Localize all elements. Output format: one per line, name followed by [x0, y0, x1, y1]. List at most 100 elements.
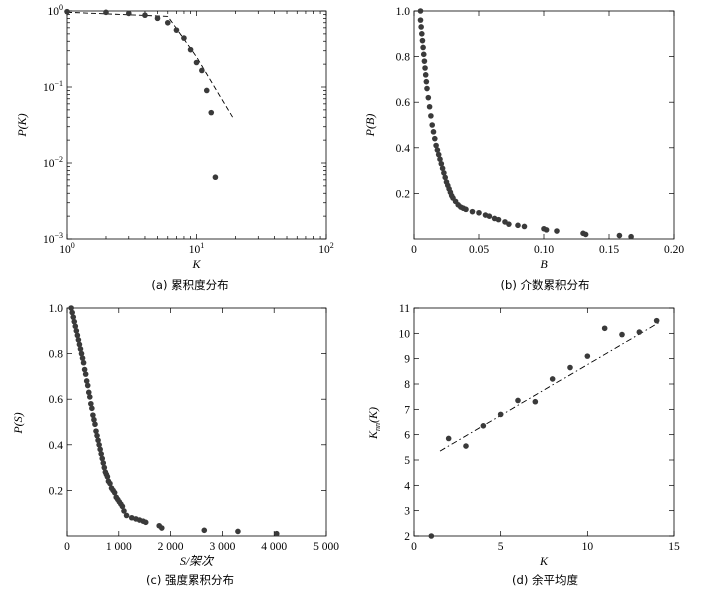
data-point: [71, 318, 78, 325]
y-tick-label: 100: [48, 3, 64, 18]
data-point: [95, 437, 101, 444]
y-axis-label: Knn(K): [366, 407, 382, 440]
x-tick-label: 100: [59, 241, 75, 256]
data-point: [422, 72, 429, 78]
y-tick-label: 7: [404, 404, 410, 416]
x-tick-label: 15: [668, 541, 680, 553]
data-point: [543, 227, 550, 233]
panel-1: 0 0.05 0.10 0.15 0.20 0.2 0.4 0.6 0.8 1.0 B P(B) (b)…: [363, 6, 684, 292]
data-point: [83, 378, 90, 384]
data-point: [445, 435, 452, 442]
y-axis-label-subscript: nn: [373, 423, 382, 431]
data-point: [92, 421, 98, 428]
x-tick-label: 102: [318, 241, 334, 256]
data-point: [430, 129, 437, 135]
data-point: [73, 328, 80, 334]
data-point: [111, 489, 118, 496]
x-tick-label: 0: [64, 541, 70, 553]
y-axis-label-tail: (K): [366, 407, 380, 423]
data-point: [78, 350, 85, 357]
panel-caption: (c) 强度累积分布: [146, 573, 234, 587]
data-point: [158, 525, 165, 531]
fit-line: [66, 11, 233, 118]
data-point: [187, 46, 194, 53]
data-point: [515, 222, 521, 229]
data-point: [434, 147, 441, 153]
x-axis-label: K: [191, 257, 201, 271]
data-point: [567, 364, 573, 371]
data-point: [123, 512, 130, 519]
y-tick-label: 0.2: [396, 188, 411, 200]
data-point: [93, 428, 99, 434]
data-point: [125, 10, 132, 17]
data-point: [212, 174, 219, 181]
data-point: [94, 432, 100, 439]
data-point: [74, 332, 81, 339]
data-point: [619, 331, 625, 338]
x-tick-label: 0.15: [599, 244, 619, 256]
data-point: [418, 24, 424, 30]
y-tick-label: 10: [399, 328, 411, 340]
data-point: [423, 78, 430, 85]
data-point: [628, 233, 634, 240]
data-point: [85, 389, 92, 396]
x-axis-label: S/架次: [180, 554, 215, 568]
x-tick-label: 2 000: [158, 541, 184, 553]
data-point: [121, 508, 127, 514]
data-point: [75, 337, 82, 343]
x-tick-label: 0.20: [664, 244, 684, 256]
data-point: [420, 44, 426, 51]
data-point: [420, 51, 427, 58]
y-tick-label: 0.8: [396, 52, 411, 64]
data-point: [76, 341, 83, 348]
data-point: [636, 329, 643, 335]
plot-frame: [413, 307, 675, 537]
data-point: [96, 442, 102, 448]
data-point: [107, 480, 113, 487]
y-tick-exponent: −2: [54, 155, 63, 164]
data-point: [601, 325, 608, 332]
panel-caption: (d) 余平均度: [512, 573, 578, 587]
y-tick-label: 11: [399, 303, 410, 315]
data-point: [97, 446, 103, 453]
y-tick-exponent: −3: [54, 231, 63, 240]
data-point: [81, 366, 88, 373]
data-point: [90, 412, 96, 418]
data-point: [421, 58, 428, 64]
y-tick-label: 10−1: [43, 79, 63, 94]
data-point: [98, 451, 104, 457]
panel-caption: (a) 累积度分布: [151, 278, 228, 292]
data-point: [173, 27, 180, 33]
data-point: [424, 85, 430, 92]
data-point: [181, 35, 187, 41]
y-tick-label: 8: [404, 379, 410, 391]
y-tick-label: 5: [404, 455, 410, 467]
x-tick-label: 1 000: [106, 541, 132, 553]
data-point: [616, 232, 623, 239]
y-tick-label: 0.4: [49, 440, 64, 452]
data-point: [69, 309, 75, 316]
data-point: [584, 353, 591, 359]
fit-line: [439, 321, 661, 452]
y-tick-label: 0.8: [49, 349, 64, 361]
data-point: [438, 160, 445, 167]
panel-0: 100 101 102 100 10−1 10−2 1 0 −3 K P(K) (a) 累积度分布: [15, 3, 334, 292]
x-tick-exponent: 2: [330, 241, 334, 250]
data-point: [103, 9, 109, 16]
y-tick-exponent: 0: [59, 3, 63, 12]
data-point: [68, 305, 74, 311]
y-tick-label: 10−2: [43, 155, 63, 170]
data-point: [208, 109, 215, 116]
x-tick-label: 5: [498, 541, 504, 553]
data-point: [476, 209, 482, 216]
data-point: [88, 400, 94, 407]
data-point: [495, 216, 502, 223]
data-point: [419, 31, 425, 37]
panel-2: 0 1 000 2 000 3 000 4 000 5 000 0.2 0.4 0.6 0.8 1.…: [11, 303, 339, 587]
data-point: [104, 473, 111, 480]
y-axis-label: P(S): [11, 412, 25, 434]
plot-frame: [66, 307, 327, 537]
data-point: [72, 323, 79, 330]
data-point: [142, 519, 149, 526]
